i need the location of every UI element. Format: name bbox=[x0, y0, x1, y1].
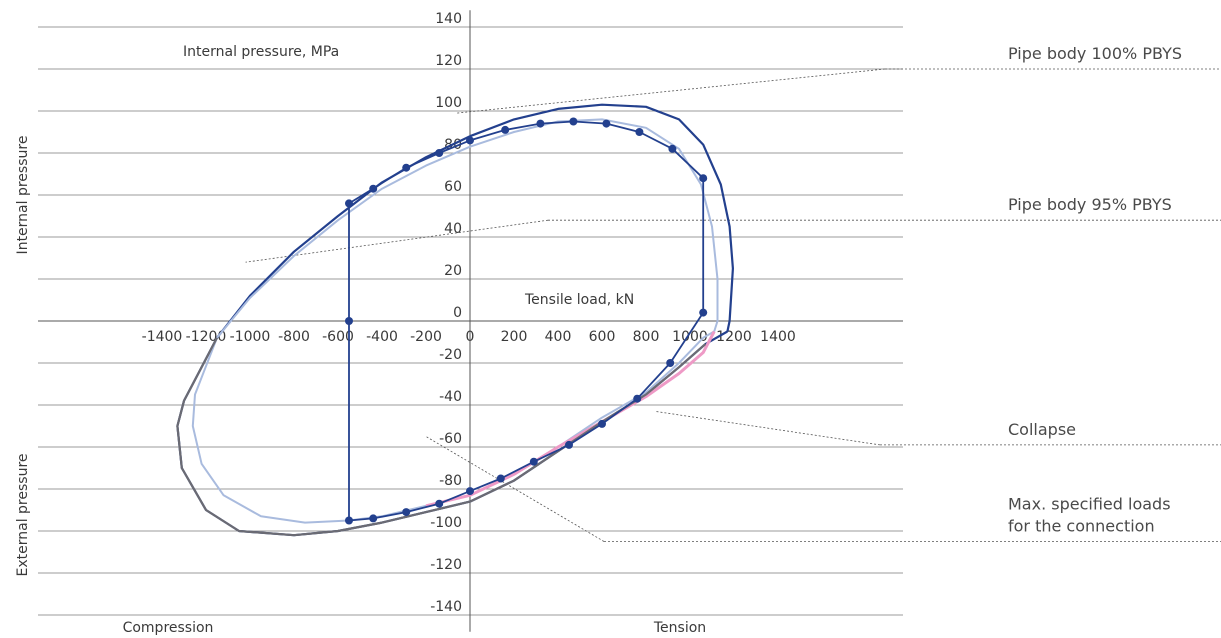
legend-callout-line bbox=[456, 68, 886, 114]
legend-label: for the connection bbox=[1008, 517, 1155, 536]
external-pressure-side-label: External pressure bbox=[15, 453, 31, 576]
legend-label: Pipe body 100% PBYS bbox=[1008, 44, 1182, 63]
y-tick-label: -20 bbox=[439, 347, 462, 363]
data-point bbox=[402, 163, 411, 172]
data-point bbox=[602, 119, 611, 128]
y-tick-label: 60 bbox=[444, 179, 462, 195]
legend-lines: Pipe body 100% PBYS Pipe body 95% PBYS Col… bbox=[245, 44, 1221, 542]
y-tick-label: 140 bbox=[435, 11, 462, 27]
data-point bbox=[369, 514, 378, 523]
y-tick-label: -100 bbox=[430, 515, 462, 531]
legend-label: Pipe body 95% PBYS bbox=[1008, 195, 1172, 214]
x-tick-label: -1000 bbox=[230, 329, 271, 345]
data-point bbox=[345, 317, 353, 325]
x-tick-label: 200 bbox=[501, 329, 528, 345]
data-point bbox=[536, 119, 545, 128]
data-point bbox=[369, 184, 378, 193]
x-tick-label: 400 bbox=[545, 329, 572, 345]
data-point bbox=[569, 117, 578, 126]
x-axis-label: Tensile load, kN bbox=[524, 292, 634, 308]
x-tick-label: 800 bbox=[633, 329, 660, 345]
y-tick-label: -80 bbox=[439, 473, 462, 489]
compression-label: Compression bbox=[123, 620, 214, 636]
x-tick-label: 0 bbox=[466, 329, 475, 345]
data-point bbox=[565, 440, 573, 449]
x-tick-label: 1400 bbox=[760, 329, 796, 345]
data-point bbox=[466, 487, 474, 496]
y-tick-label: -40 bbox=[439, 389, 462, 405]
legend-label: Max. specified loads bbox=[1008, 495, 1171, 514]
tick-labels: 140120100806040200-20-40-60-80-100-120-1… bbox=[142, 11, 796, 615]
data-point bbox=[435, 499, 444, 508]
y-tick-label: 40 bbox=[444, 221, 462, 237]
data-point bbox=[501, 125, 510, 134]
data-point bbox=[633, 394, 642, 403]
series-line bbox=[348, 120, 705, 522]
x-tick-label: -1200 bbox=[186, 329, 227, 345]
y-tick-label: 120 bbox=[435, 53, 462, 69]
internal-pressure-side-label: Internal pressure bbox=[15, 136, 31, 255]
x-tick-label: 1200 bbox=[716, 329, 752, 345]
data-point bbox=[598, 419, 606, 428]
y-axis-label: Internal pressure, MPa bbox=[183, 44, 339, 60]
x-tick-label: -600 bbox=[322, 329, 354, 345]
tension-label: Tension bbox=[653, 620, 706, 636]
markers-group bbox=[345, 117, 708, 525]
legend-callout-line bbox=[245, 219, 549, 263]
x-tick-label: -1400 bbox=[142, 329, 183, 345]
data-point bbox=[699, 174, 708, 183]
series-line bbox=[425, 330, 716, 508]
data-point bbox=[699, 308, 708, 317]
axes bbox=[38, 10, 903, 632]
legend-callout-line bbox=[654, 410, 881, 446]
y-tick-label: 0 bbox=[453, 305, 462, 321]
x-tick-label: -400 bbox=[366, 329, 398, 345]
data-point bbox=[635, 128, 644, 136]
y-tick-label: -120 bbox=[430, 557, 462, 573]
data-point bbox=[435, 149, 444, 157]
data-point bbox=[466, 136, 474, 145]
labels-group: Internal pressure, MPa Tensile load, kN … bbox=[15, 44, 706, 636]
x-tick-label: -800 bbox=[278, 329, 310, 345]
data-point bbox=[345, 516, 353, 525]
data-point bbox=[496, 474, 505, 483]
data-point bbox=[345, 199, 353, 208]
data-point bbox=[668, 144, 677, 153]
legend-callout-line bbox=[425, 436, 605, 542]
y-tick-label: 20 bbox=[444, 263, 462, 279]
data-point bbox=[666, 359, 675, 367]
legend-label: Collapse bbox=[1008, 420, 1076, 439]
x-tick-label: -200 bbox=[410, 329, 442, 345]
data-point bbox=[529, 457, 538, 466]
x-tick-label: 600 bbox=[589, 329, 616, 345]
y-tick-label: -140 bbox=[430, 599, 462, 615]
y-tick-label: 100 bbox=[435, 95, 462, 111]
y-tick-label: -60 bbox=[439, 431, 462, 447]
data-point bbox=[402, 508, 411, 517]
